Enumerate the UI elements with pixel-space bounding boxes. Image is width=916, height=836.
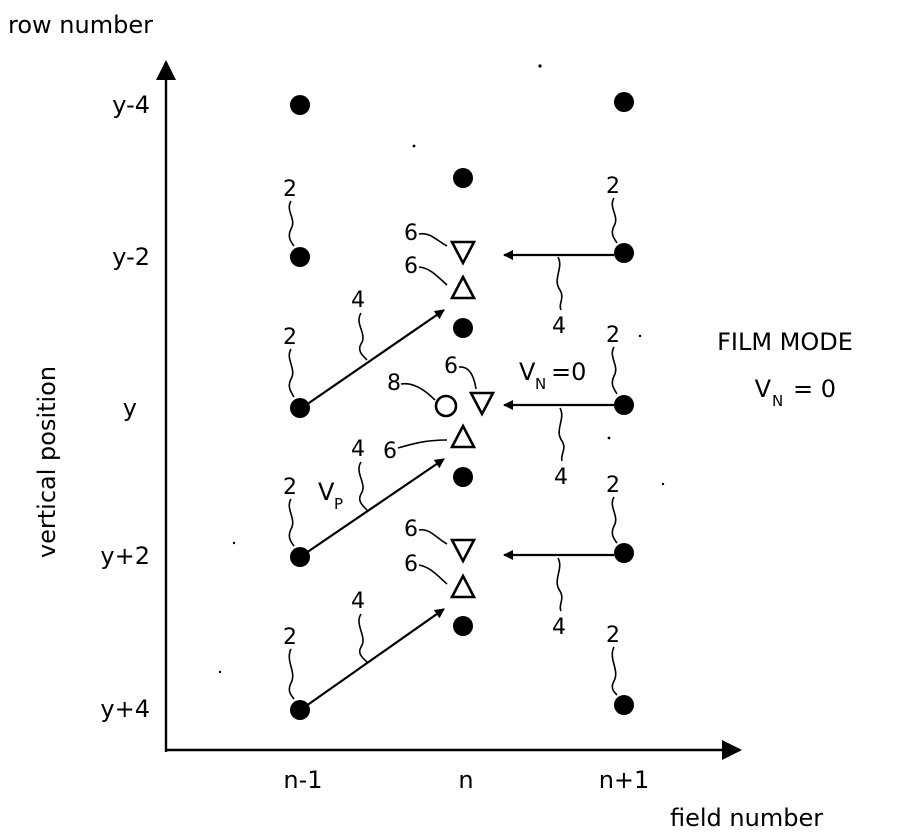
ref-numeral: 4 — [552, 314, 566, 339]
motion-vector-arrow — [305, 458, 445, 554]
ref-numeral: 6 — [383, 439, 397, 464]
scan-speck — [607, 436, 611, 440]
up-triangle — [449, 274, 477, 300]
ref-numeral: 6 — [404, 254, 418, 279]
y-tick-label: y+4 — [100, 695, 150, 723]
leader-line — [418, 232, 448, 247]
leader-line — [418, 528, 448, 545]
pixel-dot — [614, 92, 634, 112]
scan-speck — [538, 64, 542, 68]
pixel-dot — [453, 616, 473, 636]
pixel-dot — [453, 318, 473, 338]
ref-numeral: 2 — [283, 625, 297, 650]
leader-line — [358, 461, 368, 511]
scan-speck — [412, 144, 416, 148]
leader-line — [558, 407, 565, 462]
pixel-dot — [290, 700, 310, 720]
leader-line — [397, 439, 448, 449]
ref-numeral: 6 — [404, 552, 418, 577]
vp-label: V P — [318, 478, 343, 513]
ref-numeral: 4 — [552, 615, 566, 640]
pixel-dot — [290, 247, 310, 267]
leader-line — [418, 266, 448, 286]
scan-speck — [661, 482, 665, 486]
ref-numeral: 6 — [444, 354, 458, 379]
scan-speck — [638, 334, 642, 338]
svg-text:N: N — [772, 392, 783, 410]
leader-line — [458, 366, 477, 390]
pixel-dot — [614, 543, 634, 563]
leader-line — [400, 382, 436, 401]
pixel-dot — [453, 467, 473, 487]
motion-vector-arrow — [305, 309, 445, 406]
leader-line — [358, 613, 368, 663]
pixel-dot — [614, 243, 634, 263]
ref-numeral: 2 — [606, 623, 620, 648]
leader-line — [358, 312, 368, 361]
scan-speck — [218, 670, 222, 674]
scan-speck — [232, 541, 236, 545]
ref-numeral: 4 — [351, 437, 365, 462]
leader-line — [288, 200, 295, 247]
ref-numeral: 8 — [387, 371, 401, 396]
x-tick-label: n — [458, 766, 473, 794]
ref-numeral: 4 — [351, 589, 365, 614]
leader-line — [556, 256, 563, 311]
pixel-dot — [453, 168, 473, 188]
svg-text:V: V — [519, 358, 536, 386]
pixel-dot — [614, 695, 634, 715]
down-triangle — [449, 538, 477, 564]
y-tick-label: y-2 — [112, 243, 150, 271]
up-triangle — [449, 573, 477, 599]
ref-numeral: 2 — [606, 473, 620, 498]
output-pixel-circle — [434, 394, 458, 418]
ref-numeral: 4 — [554, 465, 568, 490]
vn-label: V N =0 — [519, 358, 586, 393]
svg-text:V: V — [755, 375, 772, 403]
pixel-dot — [290, 547, 310, 567]
ref-numeral: 2 — [606, 174, 620, 199]
y-tick-label: y — [123, 394, 137, 422]
pixel-dot — [614, 395, 634, 415]
leader-line — [611, 346, 618, 395]
ref-numeral: 4 — [351, 288, 365, 313]
leader-line — [611, 496, 618, 544]
ref-numeral: 6 — [404, 221, 418, 246]
leader-line — [288, 498, 295, 547]
ref-numeral: 2 — [283, 475, 297, 500]
x-tick-label: n+1 — [599, 766, 650, 794]
x-tick-label: n-1 — [283, 766, 322, 794]
down-triangle — [468, 391, 496, 417]
y-axis-label: row number — [8, 11, 153, 39]
svg-text:P: P — [334, 495, 343, 513]
ref-numeral: 2 — [283, 325, 297, 350]
y-tick-label: y-4 — [112, 91, 150, 119]
leader-line — [611, 197, 618, 244]
up-triangle — [449, 423, 477, 449]
ref-numeral: 2 — [283, 177, 297, 202]
y-tick-label: y+2 — [100, 542, 150, 570]
svg-text:=0: =0 — [551, 358, 586, 386]
pixel-dot — [290, 398, 310, 418]
ref-numeral: 6 — [404, 517, 418, 542]
ref-numeral: 2 — [606, 323, 620, 348]
svg-text:V: V — [318, 478, 335, 506]
x-axis-label: field number — [670, 804, 823, 832]
y-side-label: vertical position — [33, 366, 61, 558]
leader-line — [418, 564, 448, 585]
svg-text:= 0: = 0 — [793, 375, 836, 403]
pixel-dot — [290, 95, 310, 115]
motion-vector-arrow — [305, 608, 445, 707]
down-triangle — [449, 240, 477, 266]
leader-line — [556, 557, 563, 612]
leader-line — [288, 348, 295, 398]
mode-equation: V N = 0 — [755, 375, 836, 410]
leader-line — [288, 648, 295, 700]
svg-text:N: N — [535, 375, 546, 393]
mode-title: FILM MODE — [717, 328, 853, 356]
leader-line — [611, 646, 618, 696]
